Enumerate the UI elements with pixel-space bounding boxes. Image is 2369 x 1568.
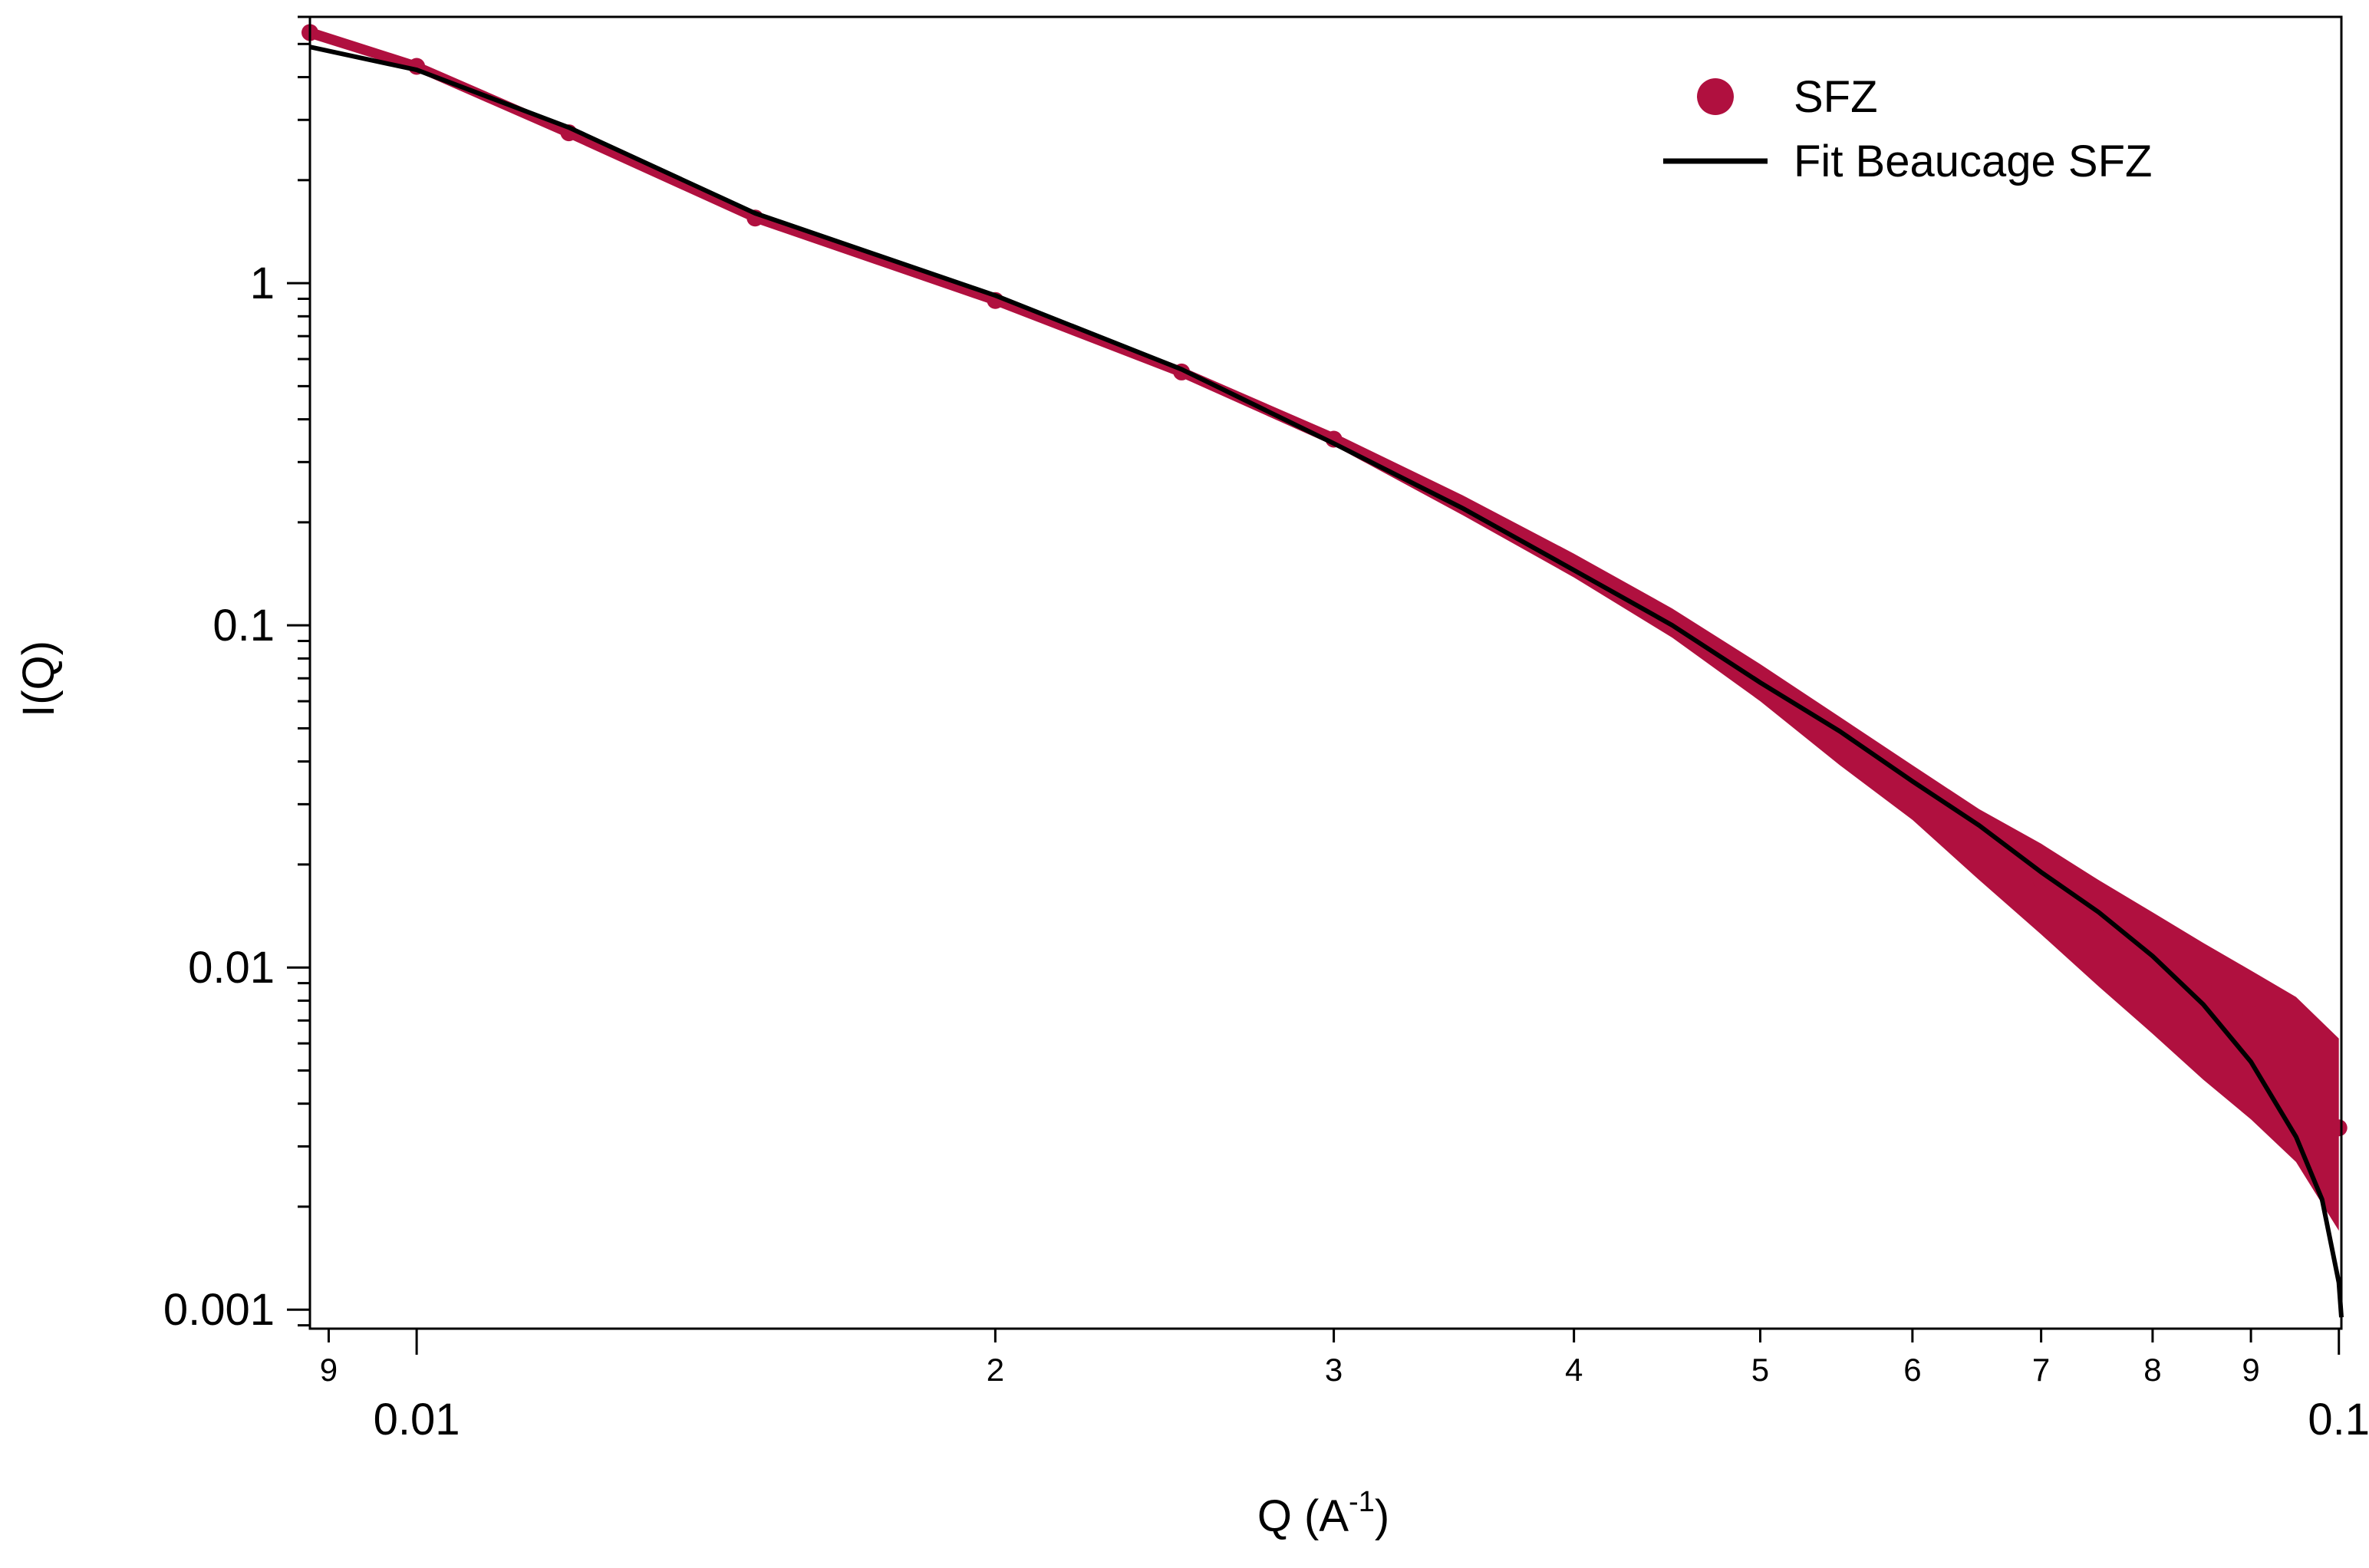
plot-frame — [308, 15, 2343, 1330]
x-axis-title: Q (A-1) — [1257, 1486, 1389, 1541]
y-tick-label: 0.1 — [213, 601, 275, 651]
legend: SFZ Fit Beaucage SFZ — [1663, 72, 2152, 186]
x-minor-tick-label: 2 — [987, 1352, 1004, 1388]
sfz-data-point — [2194, 978, 2212, 995]
legend-label-sfz: SFZ — [1794, 72, 1878, 122]
sfz-data-point — [2242, 1006, 2260, 1023]
sfz-data-point — [2287, 1032, 2305, 1049]
x-minor-tick-label: 6 — [1903, 1352, 1921, 1388]
x-minor-tick-label: 5 — [1751, 1352, 1769, 1388]
y-tick-label: 0.001 — [163, 1285, 275, 1335]
x-axis-title-main: Q (A — [1257, 1491, 1349, 1541]
x-minor-tick-label: 7 — [2032, 1352, 2050, 1388]
sfz-data-point — [2330, 1119, 2348, 1137]
x-minor-tick-label: 4 — [1565, 1352, 1583, 1388]
sfz-data-point — [1971, 828, 1988, 846]
fit-beaucage-line — [309, 44, 2344, 1318]
x-axis-title-superscript: -1 — [1349, 1486, 1375, 1518]
legend-label-fit: Fit Beaucage SFZ — [1794, 137, 2152, 186]
x-minor-tick-label: 9 — [2242, 1352, 2259, 1388]
sfz-data-point — [2090, 914, 2107, 932]
x-minor-tick-label: 3 — [1325, 1352, 1343, 1388]
error-band-layer — [310, 27, 2339, 1231]
x-minor-tick-label: 9 — [320, 1352, 338, 1388]
y-tick-label: 0.01 — [188, 943, 275, 993]
sfz-error-band — [310, 27, 2339, 1231]
x-major-tick-label: 0.1 — [2308, 1395, 2369, 1444]
y-axis: 1 0.1 0.01 0.001 — [163, 15, 310, 1335]
x-minor-tick-label: 8 — [2143, 1352, 2161, 1388]
x-major-tick-label: 0.01 — [374, 1395, 460, 1444]
legend-marker-sfz — [1697, 78, 1734, 115]
fit-line-layer — [309, 44, 2344, 1318]
y-tick-label: 1 — [250, 259, 275, 308]
y-axis-title: I(Q) — [14, 641, 64, 717]
x-axis-title-close: ) — [1375, 1491, 1389, 1541]
x-axis: 9 0.01 2 3 4 5 6 7 8 9 0.1 — [320, 1329, 2369, 1444]
marker-layer — [301, 24, 2348, 1137]
